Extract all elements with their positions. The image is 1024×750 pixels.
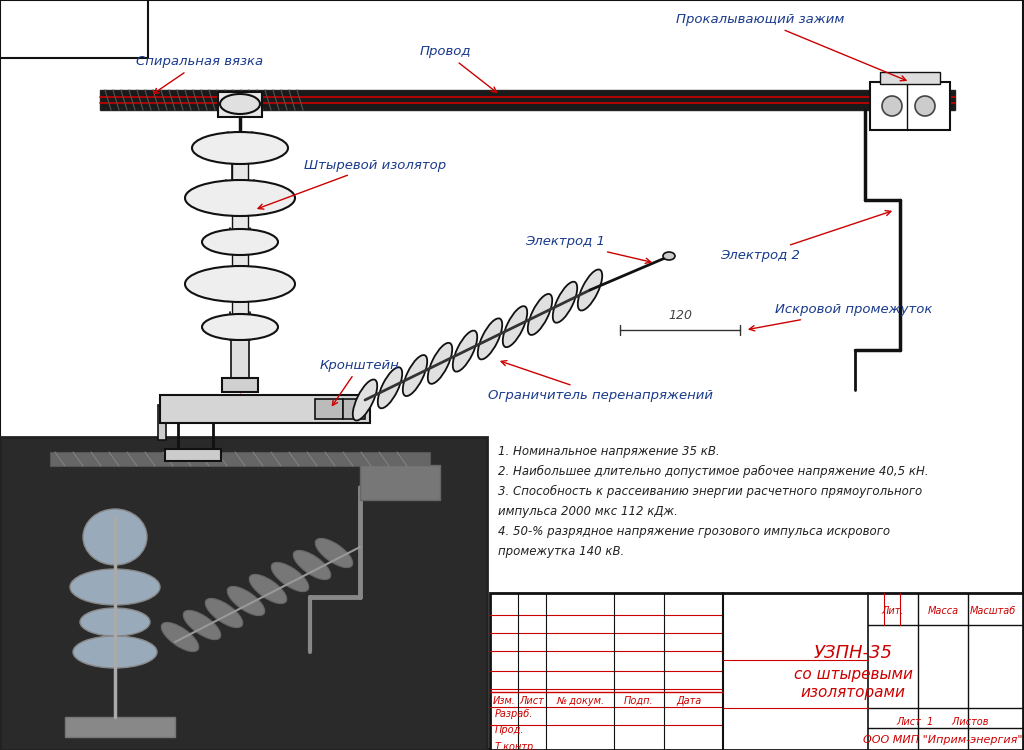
Bar xyxy=(160,395,370,423)
Ellipse shape xyxy=(453,331,477,372)
Bar xyxy=(65,717,175,737)
Bar xyxy=(232,215,248,235)
Text: импульса 2000 мкс 112 кДж.: импульса 2000 мкс 112 кДж. xyxy=(498,505,678,518)
Text: Провод: Провод xyxy=(419,46,497,92)
Bar xyxy=(232,300,248,320)
Ellipse shape xyxy=(161,622,199,652)
Text: 3. Способность к рассеиванию энергии расчетного прямоугольного: 3. Способность к рассеиванию энергии рас… xyxy=(498,485,923,498)
Text: Прокалывающий зажим: Прокалывающий зажим xyxy=(676,13,906,81)
Ellipse shape xyxy=(527,294,552,335)
Text: Прод.: Прод. xyxy=(495,725,524,735)
Ellipse shape xyxy=(353,380,377,421)
Text: УЗПН-35: УЗПН-35 xyxy=(813,644,893,662)
Ellipse shape xyxy=(428,343,453,384)
Text: 120: 120 xyxy=(668,309,692,322)
Bar xyxy=(231,340,249,380)
Bar xyxy=(218,92,262,117)
Bar xyxy=(50,452,430,466)
Text: промежутка 140 кВ.: промежутка 140 кВ. xyxy=(498,545,625,558)
Bar xyxy=(232,254,248,272)
Ellipse shape xyxy=(882,96,902,116)
Bar xyxy=(165,449,221,461)
Bar xyxy=(870,82,950,130)
Ellipse shape xyxy=(220,94,260,114)
Bar xyxy=(490,593,1023,750)
Bar xyxy=(880,72,940,84)
Ellipse shape xyxy=(249,574,287,604)
Ellipse shape xyxy=(227,586,265,616)
Ellipse shape xyxy=(185,266,295,302)
Text: 4. 50-% разрядное напряжение грозового импульса искрового: 4. 50-% разрядное напряжение грозового и… xyxy=(498,525,890,538)
Text: Масштаб: Масштаб xyxy=(970,606,1016,616)
Ellipse shape xyxy=(202,229,278,255)
Bar xyxy=(158,405,166,440)
Ellipse shape xyxy=(478,318,502,359)
Text: 2. Наибольшее длительно допустимое рабочее напряжение 40,5 кН.: 2. Наибольшее длительно допустимое рабоч… xyxy=(498,465,929,478)
Text: Электрод 1: Электрод 1 xyxy=(525,236,651,263)
Ellipse shape xyxy=(185,180,295,216)
Text: Лит.: Лит. xyxy=(882,606,904,616)
Text: № докум.: № докум. xyxy=(556,696,604,706)
Ellipse shape xyxy=(503,306,527,347)
Text: Дата: Дата xyxy=(677,696,701,706)
Text: Лист  1      Листов: Лист 1 Листов xyxy=(897,717,989,727)
Ellipse shape xyxy=(83,509,147,565)
Ellipse shape xyxy=(70,569,160,605)
Text: 1. Номинальное напряжение 35 кВ.: 1. Номинальное напряжение 35 кВ. xyxy=(498,445,720,458)
Text: Изм.: Изм. xyxy=(493,696,515,706)
Ellipse shape xyxy=(73,636,157,668)
Text: Ограничитель перенапряжений: Ограничитель перенапряжений xyxy=(487,361,713,401)
Ellipse shape xyxy=(183,610,221,640)
Bar xyxy=(232,162,248,185)
Ellipse shape xyxy=(663,252,675,260)
Bar xyxy=(0,437,487,750)
Ellipse shape xyxy=(315,538,352,568)
Ellipse shape xyxy=(271,562,309,592)
Text: Электрод 2: Электрод 2 xyxy=(720,211,891,262)
Ellipse shape xyxy=(578,269,602,310)
Ellipse shape xyxy=(293,550,331,580)
Ellipse shape xyxy=(553,282,578,322)
Text: Кронштейн: Кронштейн xyxy=(321,358,400,406)
Text: Т.контр.: Т.контр. xyxy=(495,742,538,750)
Text: Подп.: Подп. xyxy=(625,696,653,706)
Text: Разраб.: Разраб. xyxy=(495,709,534,719)
Ellipse shape xyxy=(915,96,935,116)
Bar xyxy=(100,90,955,110)
Text: Лист: Лист xyxy=(519,696,545,706)
Bar xyxy=(343,399,365,419)
Ellipse shape xyxy=(378,368,402,408)
Bar xyxy=(315,399,343,419)
Text: со штыревыми: со штыревыми xyxy=(794,668,912,682)
Ellipse shape xyxy=(205,598,243,628)
Text: Масса: Масса xyxy=(928,606,958,616)
Text: Штыревой изолятор: Штыревой изолятор xyxy=(258,158,446,209)
Text: изоляторами: изоляторами xyxy=(801,686,905,700)
Bar xyxy=(222,378,258,392)
Text: ООО МИП "Иприм-энергия": ООО МИП "Иприм-энергия" xyxy=(863,735,1023,745)
Text: Спиральная вязка: Спиральная вязка xyxy=(136,56,263,94)
Bar xyxy=(360,465,440,500)
Text: Искровой промежуток: Искровой промежуток xyxy=(750,304,933,331)
Bar xyxy=(0,0,148,58)
Ellipse shape xyxy=(80,608,150,636)
Ellipse shape xyxy=(193,132,288,164)
Ellipse shape xyxy=(402,355,427,396)
Ellipse shape xyxy=(202,314,278,340)
